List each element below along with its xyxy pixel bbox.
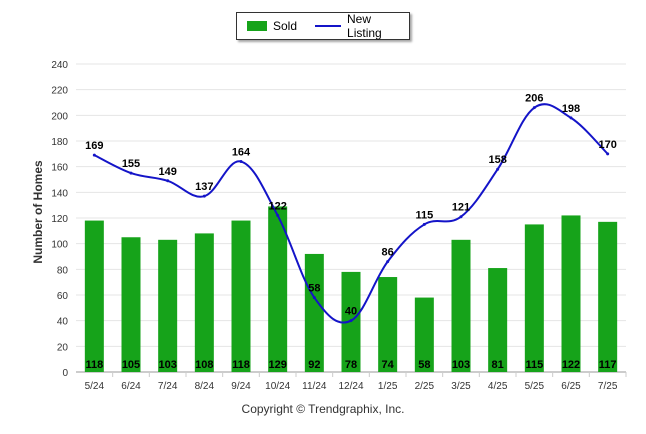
bar-sold <box>561 215 581 372</box>
new-listing-point <box>606 152 610 156</box>
new-listing-point <box>496 167 500 171</box>
line-value-label: 170 <box>598 139 616 151</box>
x-tick-label: 8/24 <box>195 381 215 392</box>
new-listing-point <box>422 222 426 226</box>
y-tick-label: 100 <box>51 240 68 251</box>
bar-value-label: 103 <box>452 359 470 371</box>
new-listing-point <box>569 116 573 120</box>
line-value-label: 58 <box>308 283 320 295</box>
y-tick-label: 160 <box>51 163 68 174</box>
y-tick-label: 240 <box>51 60 68 71</box>
line-value-label: 122 <box>268 200 286 212</box>
line-value-label: 86 <box>382 247 394 259</box>
bar-sold <box>304 253 324 372</box>
bar-value-label: 92 <box>308 359 320 371</box>
new-listing-point <box>349 319 353 323</box>
chart-legend: Sold New Listing <box>236 12 410 40</box>
legend-item-new-listing: New Listing <box>307 12 409 40</box>
new-listing-point <box>166 179 170 183</box>
line-value-label: 40 <box>345 306 357 318</box>
x-tick-label: 10/24 <box>265 381 290 392</box>
new-listing-point <box>459 215 463 219</box>
line-value-label: 121 <box>452 202 470 214</box>
bar-value-label: 108 <box>195 359 213 371</box>
legend-item-sold: Sold <box>247 19 297 33</box>
x-tick-label: 6/25 <box>561 381 581 392</box>
bar-value-label: 78 <box>345 359 357 371</box>
y-tick-label: 180 <box>51 137 68 148</box>
x-tick-label: 12/24 <box>338 381 363 392</box>
bar-sold <box>451 239 471 372</box>
y-tick-label: 220 <box>51 86 68 97</box>
x-tick-label: 5/24 <box>85 381 105 392</box>
bar-sold <box>598 221 618 372</box>
new-listing-point <box>312 296 316 300</box>
bar-sold <box>84 220 104 372</box>
bar-value-label: 118 <box>85 359 103 371</box>
bar-sold <box>268 206 288 372</box>
line-value-label: 155 <box>122 158 140 170</box>
new-listing-point <box>92 153 96 157</box>
line-value-label: 158 <box>488 154 506 166</box>
line-value-label: 198 <box>562 103 580 115</box>
x-tick-label: 6/24 <box>121 381 141 392</box>
y-tick-label: 60 <box>57 291 69 302</box>
legend-new-listing-swatch <box>315 25 342 27</box>
bar-value-label: 81 <box>492 359 504 371</box>
bar-value-label: 117 <box>599 359 617 371</box>
x-tick-label: 1/25 <box>378 381 398 392</box>
bar-value-label: 122 <box>562 359 580 371</box>
bar-sold <box>524 224 544 372</box>
x-tick-label: 9/24 <box>231 381 251 392</box>
bar-value-label: 118 <box>232 359 250 371</box>
y-tick-label: 140 <box>51 188 68 199</box>
new-listing-point <box>202 194 206 198</box>
bar-sold <box>121 237 141 372</box>
line-value-label: 169 <box>85 140 103 152</box>
y-tick-label: 20 <box>57 342 69 353</box>
y-tick-label: 40 <box>57 317 69 328</box>
new-listing-point <box>276 213 280 217</box>
line-value-label: 164 <box>232 147 251 159</box>
x-tick-label: 2/25 <box>415 381 435 392</box>
line-value-label: 149 <box>158 166 176 178</box>
bar-sold <box>158 239 178 372</box>
y-tick-label: 200 <box>51 111 68 122</box>
bar-sold <box>488 268 508 372</box>
x-tick-label: 4/25 <box>488 381 508 392</box>
line-value-label: 115 <box>415 209 433 221</box>
x-tick-label: 3/25 <box>451 381 471 392</box>
bar-sold <box>414 297 434 372</box>
copyright-text: Copyright © Trendgraphix, Inc. <box>241 402 405 416</box>
bar-sold <box>194 233 214 372</box>
x-tick-label: 5/25 <box>525 381 545 392</box>
bar-sold <box>378 277 398 372</box>
x-tick-label: 11/24 <box>302 381 327 392</box>
legend-new-listing-label: New Listing <box>347 12 382 40</box>
line-value-label: 206 <box>525 93 543 105</box>
new-listing-point <box>239 160 243 164</box>
y-tick-label: 120 <box>51 214 68 225</box>
x-tick-label: 7/25 <box>598 381 618 392</box>
new-listing-point <box>129 171 133 175</box>
bar-value-label: 115 <box>525 359 543 371</box>
y-tick-label: 0 <box>62 368 68 379</box>
y-tick-label: 80 <box>57 265 69 276</box>
bar-value-label: 105 <box>122 359 140 371</box>
bar-value-label: 103 <box>158 359 176 371</box>
line-value-label: 137 <box>195 181 213 193</box>
new-listing-point <box>386 260 390 264</box>
new-listing-point <box>532 106 536 110</box>
bar-value-label: 58 <box>418 359 430 371</box>
legend-sold-label: Sold <box>273 19 298 33</box>
legend-sold-swatch <box>247 21 267 31</box>
bar-value-label: 129 <box>268 359 286 371</box>
x-tick-label: 7/24 <box>158 381 178 392</box>
bar-value-label: 74 <box>382 359 395 371</box>
bar-sold <box>231 220 251 372</box>
